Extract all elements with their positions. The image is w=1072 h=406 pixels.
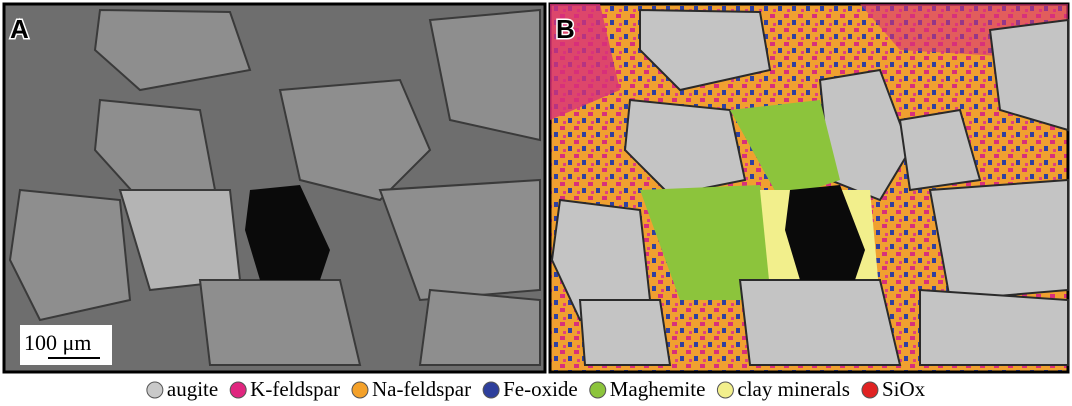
legend-label: SiOx [882, 377, 926, 401]
legend-swatch [230, 382, 246, 398]
legend-label: Fe-oxide [503, 377, 578, 401]
legend-label: Maghemite [610, 377, 706, 401]
legend-swatch [717, 382, 733, 398]
panel-b: B [550, 4, 1068, 372]
panel-a: A 100 μm [4, 4, 545, 372]
legend-swatch [590, 382, 606, 398]
legend: augite K-feldspar Na-feldspar Fe-oxide Maghe… [147, 377, 926, 401]
scale-bar-label: 100 μm [24, 330, 91, 355]
legend-swatch [147, 382, 163, 398]
legend-swatch [862, 382, 878, 398]
legend-label: Na-feldspar [372, 377, 471, 401]
figure: A 100 μm B augite K-feldspar Na-feldspar Fe… [0, 0, 1072, 406]
panel-label: B [556, 14, 575, 44]
panel-label: A [10, 14, 29, 44]
legend-label: augite [167, 377, 218, 401]
legend-swatch [352, 382, 368, 398]
legend-label: K-feldspar [250, 377, 340, 401]
legend-label: clay minerals [737, 377, 850, 401]
legend-swatch [483, 382, 499, 398]
